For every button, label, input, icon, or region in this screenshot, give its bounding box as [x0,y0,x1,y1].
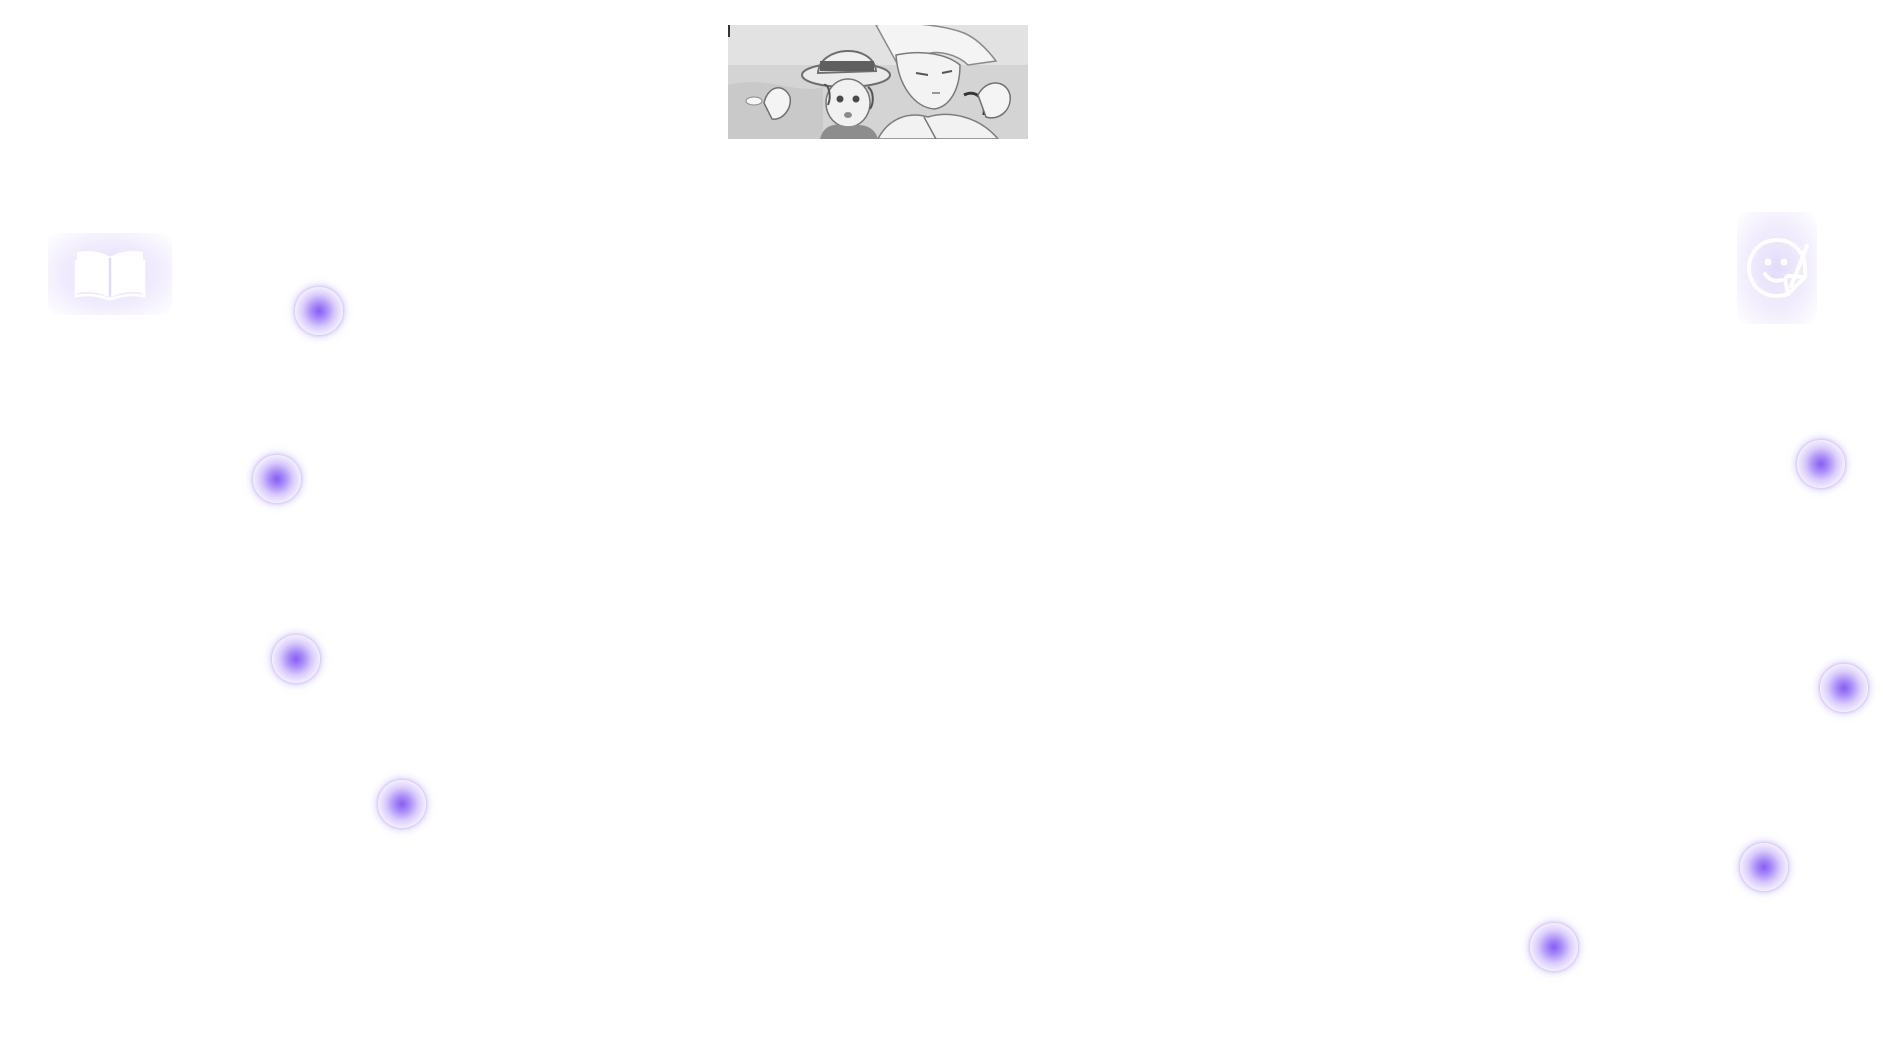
book-button[interactable] [48,233,172,315]
sticker-button[interactable] [1737,212,1817,324]
glow-orb [295,287,343,335]
open-book-icon [74,251,146,300]
banner-image [728,25,1028,139]
sticker-icon [1746,237,1809,299]
glow-orb [1797,440,1845,488]
glow-orb [253,455,301,503]
glow-orb [1820,664,1868,712]
glow-orb [272,635,320,683]
glow-orb [378,780,426,828]
glow-orb [1740,843,1788,891]
anime-characters-illustration [728,25,1028,139]
glow-orb [1530,923,1578,971]
